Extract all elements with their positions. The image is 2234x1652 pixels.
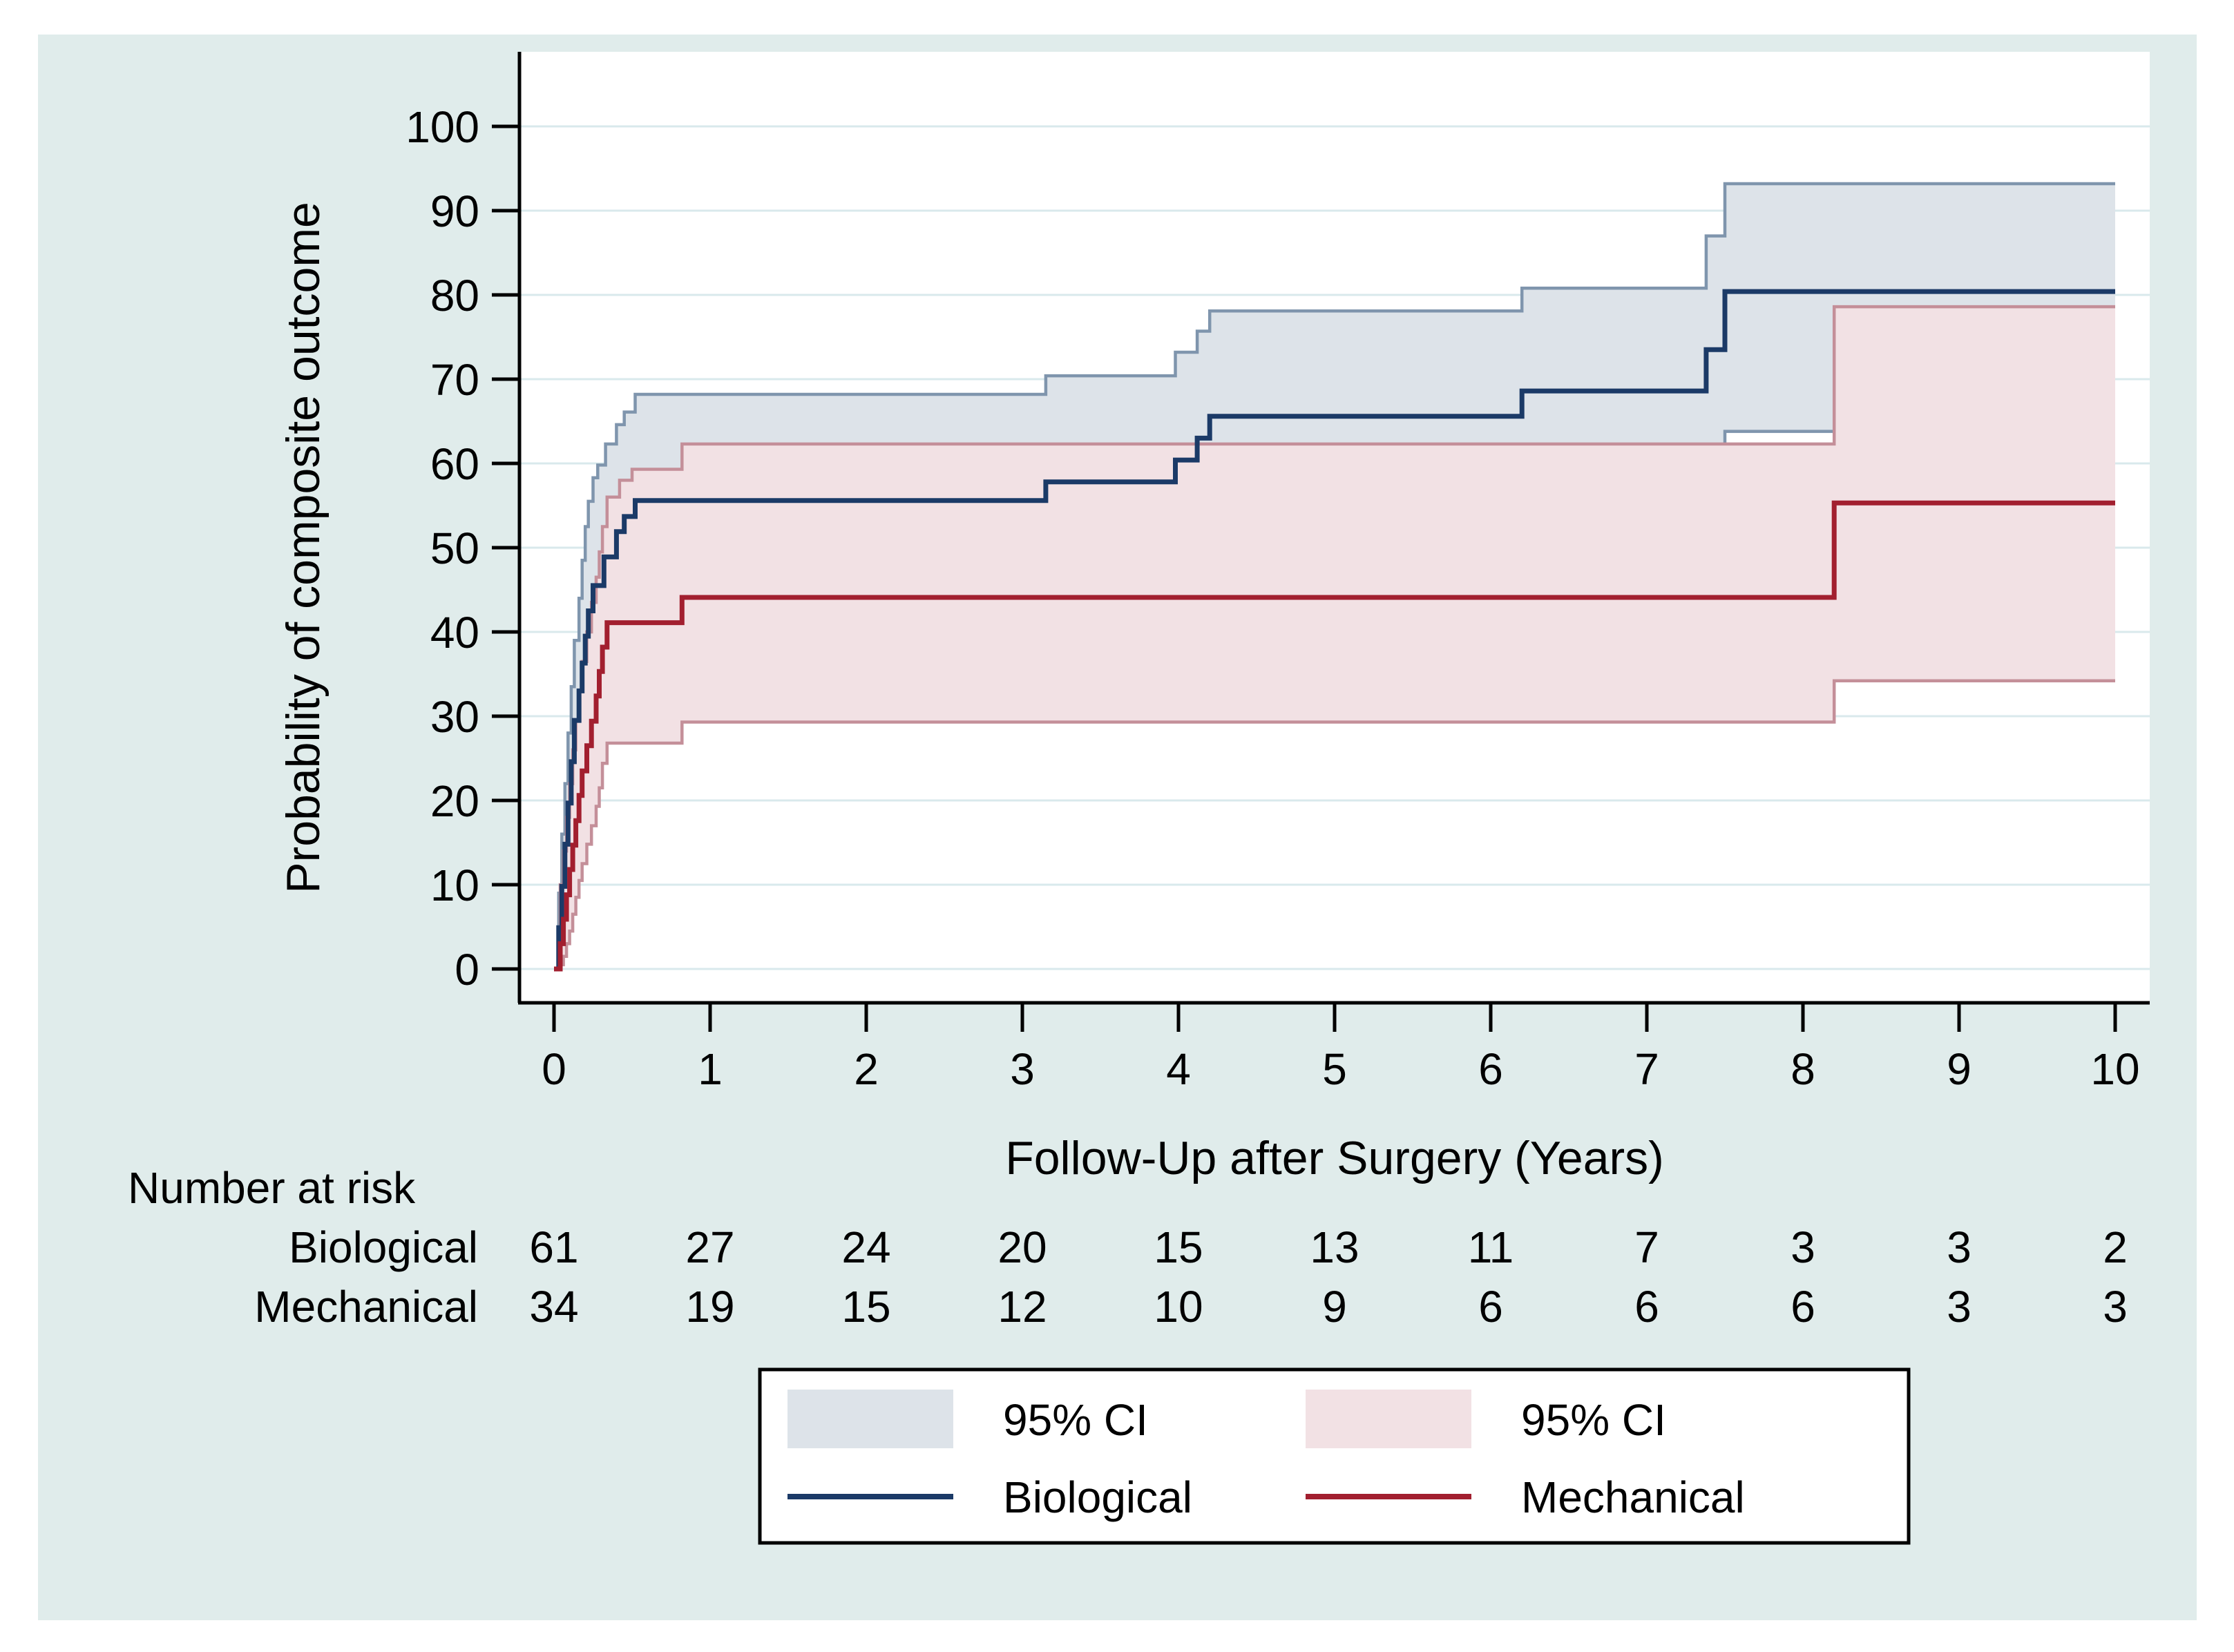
y-tick-labels: 0 10 20 30 40 50 60 70 80 90 100 bbox=[405, 102, 479, 995]
at-risk-count-mechanical-year-3: 12 bbox=[997, 1282, 1047, 1332]
at-risk-header: Number at risk bbox=[128, 1163, 416, 1213]
axes bbox=[492, 52, 2150, 1032]
at-risk-row-label-mechanical: Mechanical bbox=[254, 1282, 478, 1332]
at-risk-count-biological-year-6: 11 bbox=[1468, 1222, 1514, 1272]
mechanical-curve bbox=[554, 500, 2115, 972]
y-tick-label-60: 60 bbox=[430, 439, 479, 489]
at-risk-count-mechanical-year-9: 3 bbox=[1947, 1282, 1972, 1332]
y-tick-label-20: 20 bbox=[430, 776, 479, 826]
legend-swatch-biological-ci bbox=[787, 1390, 953, 1448]
y-tick-label-40: 40 bbox=[430, 608, 479, 657]
legend: 95% CI 95% CI Biological Mechanical bbox=[758, 1367, 1911, 1545]
survival-curves bbox=[554, 289, 2115, 972]
at-risk-count-mechanical-year-10: 3 bbox=[2103, 1282, 2128, 1332]
number-at-risk-table: Number at risk Biological Mechanical 61 2… bbox=[128, 1163, 2128, 1332]
x-tick-labels: 0 1 2 3 4 5 6 7 8 9 10 bbox=[542, 1044, 2139, 1094]
x-tick-label-8: 8 bbox=[1791, 1044, 1815, 1094]
x-tick-label-5: 5 bbox=[1322, 1044, 1347, 1094]
x-tick-label-7: 7 bbox=[1634, 1044, 1659, 1094]
x-tick-label-1: 1 bbox=[698, 1044, 723, 1094]
x-tick-label-3: 3 bbox=[1010, 1044, 1035, 1094]
at-risk-count-biological-year-7: 7 bbox=[1634, 1222, 1659, 1272]
at-risk-count-biological-year-2: 24 bbox=[841, 1222, 890, 1272]
y-tick-label-10: 10 bbox=[430, 861, 479, 910]
at-risk-count-biological-year-9: 3 bbox=[1947, 1222, 1972, 1272]
biological-ci-band bbox=[554, 184, 2115, 969]
x-tick-label-4: 4 bbox=[1166, 1044, 1191, 1094]
y-tick-label-80: 80 bbox=[430, 271, 479, 320]
x-tick-label-6: 6 bbox=[1478, 1044, 1503, 1094]
at-risk-count-mechanical-year-0: 34 bbox=[529, 1282, 578, 1332]
mechanical-ci-band bbox=[554, 307, 2115, 970]
legend-label-mechanical-ci: 95% CI bbox=[1521, 1395, 1666, 1445]
at-risk-count-mechanical-year-6: 6 bbox=[1478, 1282, 1503, 1332]
legend-swatch-mechanical-ci bbox=[1306, 1390, 1471, 1448]
x-tick-label-10: 10 bbox=[2090, 1044, 2139, 1094]
y-tick-label-50: 50 bbox=[430, 524, 479, 573]
at-risk-count-mechanical-year-8: 6 bbox=[1791, 1282, 1815, 1332]
at-risk-count-biological-year-4: 15 bbox=[1154, 1222, 1203, 1272]
x-tick-label-0: 0 bbox=[542, 1044, 566, 1094]
at-risk-count-mechanical-year-1: 19 bbox=[685, 1282, 734, 1332]
y-tick-label-90: 90 bbox=[430, 186, 479, 236]
at-risk-counts: 61 27 24 20 15 13 11 7 3 3 2 34 19 15 12 10 9 6 6 6 3 3 bbox=[529, 1222, 2127, 1332]
y-tick-label-100: 100 bbox=[405, 102, 479, 152]
at-risk-count-biological-year-3: 20 bbox=[997, 1222, 1047, 1272]
at-risk-row-label-biological: Biological bbox=[289, 1222, 478, 1272]
y-tick-label-30: 30 bbox=[430, 692, 479, 742]
y-axis-title: Probability of composite outcome bbox=[277, 202, 330, 894]
at-risk-count-mechanical-year-4: 10 bbox=[1154, 1282, 1203, 1332]
legend-label-biological-ci: 95% CI bbox=[1003, 1395, 1148, 1445]
legend-label-biological: Biological bbox=[1003, 1472, 1192, 1522]
x-axis-title: Follow-Up after Surgery (Years) bbox=[1005, 1132, 1664, 1184]
at-risk-count-biological-year-0: 61 bbox=[529, 1222, 578, 1272]
at-risk-count-biological-year-5: 13 bbox=[1310, 1222, 1359, 1272]
legend-label-mechanical: Mechanical bbox=[1521, 1472, 1745, 1522]
mechanical-95-ci-lower bbox=[554, 679, 2115, 971]
at-risk-count-mechanical-year-5: 9 bbox=[1322, 1282, 1347, 1332]
at-risk-count-mechanical-year-2: 15 bbox=[841, 1282, 890, 1332]
y-tick-label-70: 70 bbox=[430, 355, 479, 405]
x-tick-label-2: 2 bbox=[854, 1044, 879, 1094]
biological-95-ci-upper bbox=[554, 182, 2115, 971]
at-risk-count-biological-year-10: 2 bbox=[2103, 1222, 2128, 1272]
biological-curve bbox=[554, 289, 2115, 972]
at-risk-count-mechanical-year-7: 6 bbox=[1634, 1282, 1659, 1332]
at-risk-count-biological-year-8: 3 bbox=[1791, 1222, 1815, 1272]
x-tick-label-9: 9 bbox=[1947, 1044, 1972, 1094]
y-tick-label-0: 0 bbox=[455, 945, 479, 995]
at-risk-count-biological-year-1: 27 bbox=[685, 1222, 734, 1272]
